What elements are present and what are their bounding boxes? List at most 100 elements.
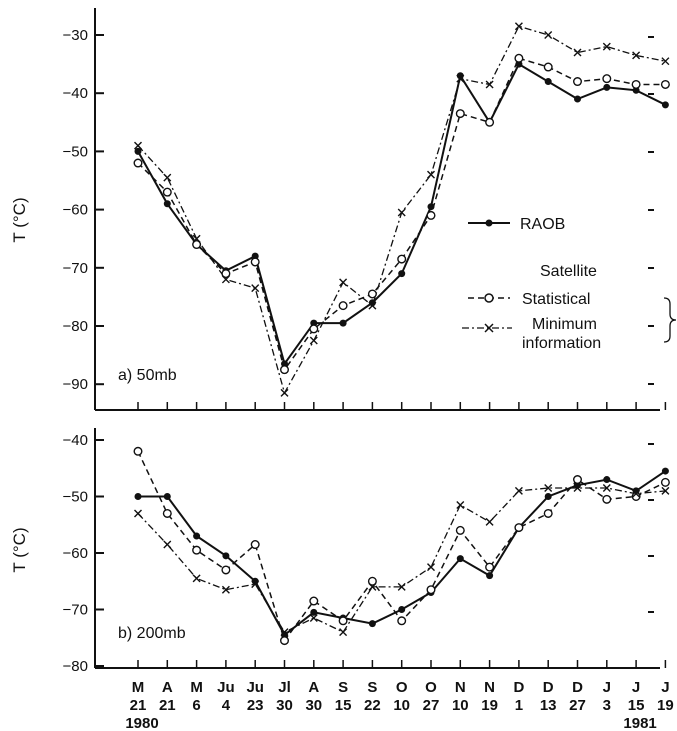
point-raob-200mb bbox=[134, 493, 142, 500]
y-tick-label-200mb: −50 bbox=[63, 489, 88, 506]
point-minimum-information-50mb bbox=[221, 275, 230, 284]
point-minimum-information-200mb bbox=[309, 613, 318, 622]
x-label-day: 4 bbox=[222, 697, 231, 714]
point-statistical-50mb bbox=[660, 79, 670, 89]
point-minimum-information-200mb bbox=[661, 486, 670, 495]
point-statistical-50mb bbox=[338, 301, 348, 311]
panel-50mb: −30 −40 −50 −60 −70 −80 −90 T (°C) a) 50mb bbox=[10, 8, 670, 411]
y-axis-label-200mb: T (°C) bbox=[10, 527, 29, 572]
legend-brace bbox=[663, 297, 677, 343]
point-minimum-information-50mb bbox=[397, 208, 406, 217]
x-label-month: A bbox=[162, 679, 173, 696]
panel-200mb: −40 −50 −60 −70 −80 T (°C) b) 200mb bbox=[10, 428, 670, 675]
point-minimum-information-50mb bbox=[163, 173, 172, 182]
point-raob-200mb bbox=[661, 467, 669, 475]
point-statistical-50mb bbox=[192, 240, 202, 250]
point-raob-200mb bbox=[456, 555, 464, 563]
point-statistical-200mb bbox=[162, 508, 172, 518]
point-statistical-50mb bbox=[426, 210, 436, 220]
legend-statistical-marker bbox=[484, 293, 494, 303]
point-statistical-50mb bbox=[631, 79, 641, 89]
y-tick-label-200mb: −60 bbox=[63, 545, 88, 562]
point-minimum-information-200mb bbox=[192, 574, 201, 583]
x-ticks-200mb bbox=[137, 660, 667, 668]
point-minimum-information-200mb bbox=[427, 563, 435, 572]
y-axis-label-50mb: T (°C) bbox=[10, 197, 29, 242]
x-label-day: 21 bbox=[159, 697, 176, 714]
point-minimum-information-200mb bbox=[280, 628, 289, 637]
y-tick-label-200mb: −70 bbox=[63, 602, 88, 619]
point-statistical-50mb bbox=[543, 62, 553, 72]
x-label-month: J bbox=[661, 679, 669, 696]
point-minimum-information-200mb bbox=[221, 585, 230, 594]
x-label-month: J bbox=[603, 679, 611, 696]
x-label-month: D bbox=[513, 679, 524, 696]
x-label-month: O bbox=[396, 679, 408, 696]
point-minimum-information-50mb bbox=[602, 42, 611, 51]
x-label-year: 1981 bbox=[623, 715, 656, 731]
x-label-day: 3 bbox=[603, 697, 611, 714]
x-label-day: 30 bbox=[305, 697, 322, 714]
y-tick-label-200mb: −40 bbox=[63, 432, 88, 449]
point-raob-200mb bbox=[193, 532, 201, 540]
point-statistical-50mb bbox=[514, 53, 524, 63]
point-minimum-information-50mb bbox=[309, 336, 318, 345]
x-label-month: Ju bbox=[246, 679, 264, 696]
x-label-month: O bbox=[425, 679, 437, 696]
point-minimum-information-50mb bbox=[632, 51, 641, 60]
point-statistical-200mb bbox=[309, 596, 319, 606]
x-label-month: N bbox=[484, 679, 495, 696]
point-minimum-information-200mb bbox=[163, 540, 172, 549]
x-label-month: M bbox=[132, 679, 145, 696]
y-tick-label-50mb: −80 bbox=[63, 318, 88, 335]
x-label-month: J bbox=[632, 679, 640, 696]
right-ticks-200mb bbox=[648, 443, 654, 613]
point-raob-200mb bbox=[544, 493, 552, 500]
point-minimum-information-200mb bbox=[339, 628, 348, 637]
x-label-day: 13 bbox=[540, 697, 557, 714]
point-minimum-information-200mb bbox=[485, 517, 494, 526]
point-statistical-200mb bbox=[192, 545, 202, 555]
y-tick-label-50mb: −40 bbox=[63, 85, 88, 102]
point-minimum-information-50mb bbox=[427, 170, 435, 179]
y-tick-label-50mb: −50 bbox=[63, 143, 88, 160]
point-statistical-50mb bbox=[309, 324, 319, 334]
point-statistical-50mb bbox=[280, 365, 290, 375]
point-raob-50mb bbox=[661, 101, 669, 109]
x-label-day: 15 bbox=[628, 697, 645, 714]
point-raob-50mb bbox=[427, 203, 435, 211]
legend-raob-marker bbox=[485, 219, 493, 227]
x-label-month: Ju bbox=[217, 679, 235, 696]
x-label-day: 27 bbox=[569, 697, 586, 714]
legend-statistical-label: Statistical bbox=[522, 291, 590, 308]
x-label-month: D bbox=[572, 679, 583, 696]
legend-minimum-marker bbox=[484, 323, 494, 333]
right-ticks-50mb bbox=[648, 36, 654, 385]
point-minimum-information-50mb bbox=[251, 284, 260, 293]
point-statistical-200mb bbox=[543, 508, 553, 518]
point-statistical-200mb bbox=[221, 565, 231, 575]
point-minimum-information-50mb bbox=[368, 301, 377, 310]
point-raob-50mb bbox=[163, 200, 171, 208]
point-raob-200mb bbox=[163, 493, 171, 500]
point-minimum-information-200mb bbox=[456, 500, 465, 509]
y-tick-label-200mb: −80 bbox=[63, 658, 88, 675]
point-minimum-information-200mb bbox=[632, 489, 641, 498]
point-minimum-information-200mb bbox=[514, 486, 523, 495]
series-markers-200mb bbox=[133, 446, 670, 646]
point-statistical-50mb bbox=[397, 254, 407, 264]
y-tick-label-50mb: −90 bbox=[63, 376, 88, 393]
point-raob-200mb bbox=[398, 606, 406, 613]
point-minimum-information-200mb bbox=[573, 484, 582, 493]
legend: RAOB Satellite Statistical Minimum infor… bbox=[462, 216, 677, 352]
panel-label-50mb: a) 50mb bbox=[118, 367, 177, 384]
x-label-month: M bbox=[190, 679, 203, 696]
x-label-day: 15 bbox=[335, 697, 352, 714]
point-statistical-200mb bbox=[455, 525, 465, 535]
y-ticks-200mb: −40 −50 −60 −70 −80 bbox=[63, 432, 104, 675]
legend-satellite-heading: Satellite bbox=[540, 263, 597, 280]
x-label-day: 19 bbox=[481, 697, 498, 714]
point-statistical-200mb bbox=[573, 475, 583, 485]
point-statistical-200mb bbox=[133, 446, 143, 456]
